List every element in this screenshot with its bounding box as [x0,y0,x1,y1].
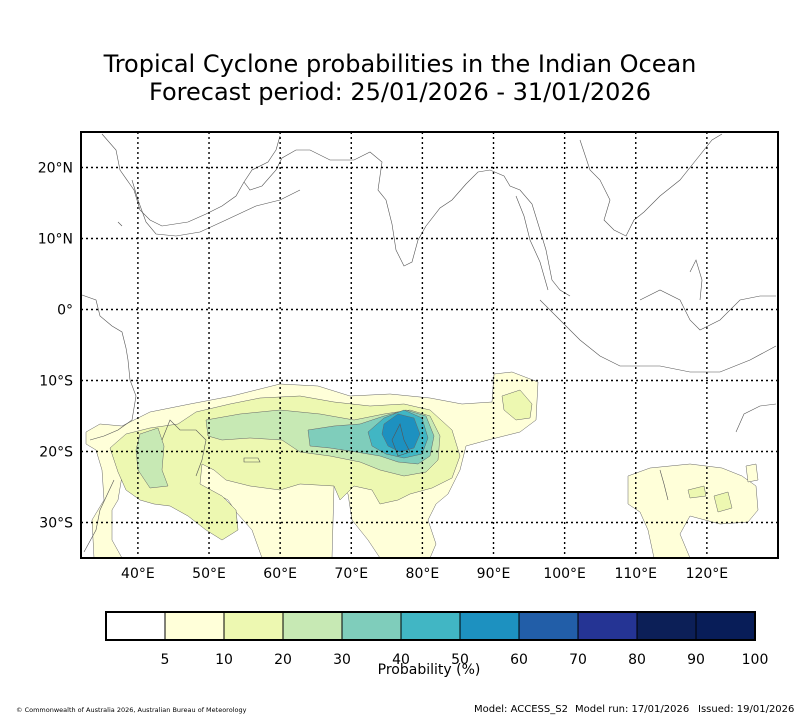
colorbar-swatch [164,611,225,641]
colorbar-tick-label: 70 [569,652,587,668]
colorbar-title: Probability (%) [377,662,481,678]
probability-contours [85,371,759,559]
colorbar-tick-label: 50 [451,652,469,668]
lat-tick-label: 10°S [39,374,73,390]
contour-10-20-east-3 [687,485,707,499]
colorbar-tick-label: 10 [215,652,233,668]
colorbar-frame [105,611,756,641]
map-title-line-2: Forecast period: 25/01/2026 - 31/01/2026 [149,78,651,106]
lon-tick-label: 60°E [263,566,297,582]
colorbar-swatch [459,611,520,641]
lon-tick-label: 40°E [121,566,155,582]
lat-tick-label: 10°N [38,232,73,248]
lon-tick-label: 90°E [477,566,511,582]
contour-10-20-east-2 [713,491,733,513]
model-name: Model: ACCESS_S2 [474,704,568,715]
axis-labels: 40°E 50°E 60°E 70°E 80°E 90°E 100°E 110°E 120°E 2… [38,161,728,583]
graticule [81,132,778,558]
colorbar-swatch [577,611,638,641]
colorbar-tick-label: 30 [333,652,351,668]
colorbar-swatch [105,611,166,641]
map-frame [80,131,779,559]
lon-tick-label: 110°E [614,566,657,582]
lat-tick-label: 30°S [39,516,73,532]
colorbar-swatch [400,611,461,641]
contour-5-10-east [627,463,759,559]
lat-tick-label: 20°N [38,161,73,177]
colorbar-tick-label: 90 [687,652,705,668]
colorbar-tick-label: 100 [742,652,769,668]
colorbar-swatch [695,611,756,641]
issued-date: Issued: 19/01/2026 [698,704,795,715]
lon-tick-label: 120°E [686,566,729,582]
model-run-date: Model run: 17/01/2026 [575,704,690,715]
lat-tick-label: 0° [57,303,73,319]
contour-10-20-east [501,389,533,421]
colorbar-tick-label: 20 [274,652,292,668]
colorbar-swatch [282,611,343,641]
colorbar-tick-label: 40 [392,652,410,668]
probability-colorbar: 5 10 20 30 40 50 60 70 80 90 100 [105,611,769,668]
colorbar-swatch [636,611,697,641]
coastlines [81,133,777,553]
contour-20-30-west [135,427,169,489]
colorbar-tick-label: 60 [510,652,528,668]
colorbar-tick-label: 5 [161,652,170,668]
lon-tick-label: 80°E [406,566,440,582]
lat-tick-label: 20°S [39,445,73,461]
lon-tick-label: 100°E [543,566,586,582]
map-title-line-1: Tropical Cyclone probabilities in the In… [103,50,697,78]
lon-tick-label: 50°E [192,566,226,582]
colorbar-tick-label: 80 [628,652,646,668]
colorbar-swatch [518,611,579,641]
contour-50-60 [381,413,421,453]
contour-5-10-east-2 [745,463,759,483]
colorbar-swatch [341,611,402,641]
lon-tick-label: 70°E [334,566,368,582]
colorbar-swatch [223,611,284,641]
copyright-notice: © Commonwealth of Australia 2026, Austra… [16,706,247,714]
